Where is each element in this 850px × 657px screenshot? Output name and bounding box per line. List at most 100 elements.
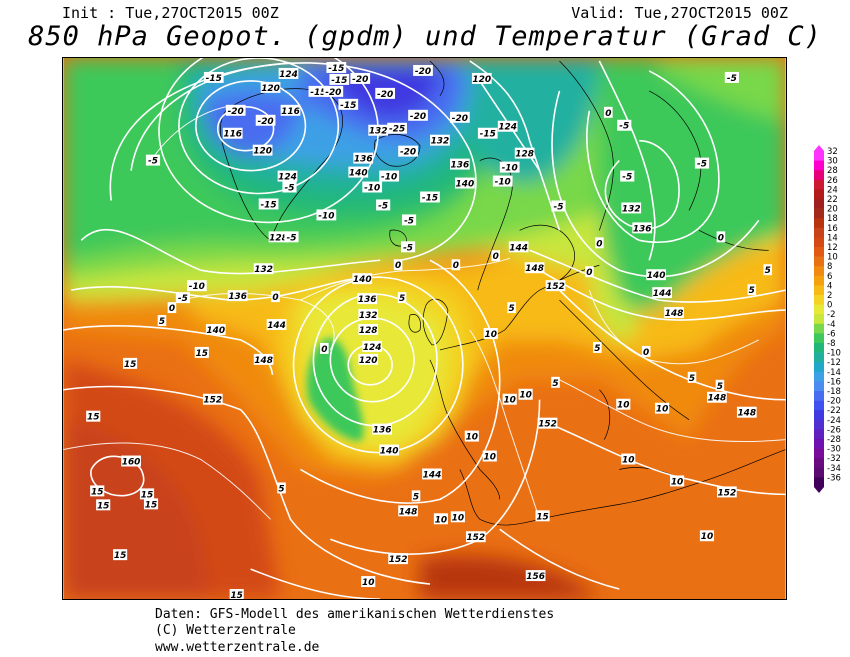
legend-value: -6 bbox=[827, 329, 835, 339]
legend-arrow-bottom bbox=[814, 487, 824, 493]
temperature-label-bg bbox=[595, 237, 604, 249]
legend-value: 14 bbox=[827, 233, 838, 243]
geopotential-label-bg bbox=[358, 309, 379, 321]
temperature-label-bg bbox=[393, 259, 403, 271]
geopotential-label: 140 bbox=[380, 447, 399, 457]
legend-swatch bbox=[814, 333, 824, 344]
legend-swatch bbox=[814, 160, 824, 171]
legend-swatch bbox=[814, 458, 824, 469]
temperature-label: -5 bbox=[285, 184, 295, 194]
legend-swatch bbox=[814, 343, 824, 353]
temperature-label-bg bbox=[687, 371, 697, 383]
legend-value: 28 bbox=[827, 166, 838, 176]
temperature-label-bg bbox=[641, 345, 651, 357]
legend-swatch bbox=[814, 467, 824, 478]
temperature-label: -10 bbox=[364, 184, 380, 194]
geopotential-label: 144 bbox=[267, 321, 286, 331]
temperature-label-bg bbox=[277, 482, 286, 494]
geopotential-label: 132 bbox=[622, 204, 641, 214]
legend-swatch bbox=[814, 295, 824, 305]
temperature-label-bg bbox=[90, 485, 105, 497]
temperature-label-bg bbox=[420, 191, 440, 203]
legend-value: -22 bbox=[827, 406, 841, 416]
temperature-label-bg bbox=[694, 157, 710, 169]
temperature-label: -20 bbox=[452, 114, 468, 124]
geopotential-label-bg bbox=[508, 241, 529, 253]
temperature-label-bg bbox=[194, 346, 209, 358]
geopotential-label-bg bbox=[422, 468, 442, 480]
geopotential-label-bg bbox=[398, 505, 418, 517]
legend-value: -36 bbox=[827, 473, 841, 483]
temperature-label: -25 bbox=[389, 125, 405, 135]
geopotential-label-bg bbox=[362, 340, 383, 352]
temperature-label-bg bbox=[620, 170, 635, 182]
temperature-isolines bbox=[63, 105, 786, 520]
temperature-label-bg bbox=[143, 498, 159, 510]
temperature-label-bg bbox=[113, 549, 128, 561]
legend-swatch bbox=[814, 448, 824, 459]
website-link[interactable]: www.wetterzentrale.de bbox=[155, 640, 320, 655]
geopotential-label: 128 bbox=[515, 150, 534, 160]
temperature-label: 5 bbox=[717, 382, 723, 392]
temperature-label-bg bbox=[203, 71, 224, 83]
temperature-label: 0 bbox=[453, 261, 459, 271]
geopotential-label-bg bbox=[524, 262, 545, 274]
temperature-label: -5 bbox=[404, 216, 414, 226]
legend-swatch bbox=[814, 419, 824, 430]
temperature-label-bg bbox=[464, 430, 479, 442]
temperature-label: 10 bbox=[671, 477, 683, 487]
geopotential-label: 140 bbox=[206, 326, 225, 336]
geopotential-label: 140 bbox=[353, 275, 372, 285]
temperature-label-bg bbox=[716, 231, 726, 243]
geopotential-label-bg bbox=[202, 393, 223, 405]
geopotential-label-bg bbox=[268, 231, 289, 243]
geopotential-label-bg bbox=[545, 280, 566, 292]
temperature-label-bg bbox=[616, 398, 631, 410]
temperature-labels: -15-15-15 -20-15-20-15-20-20-20-25-20-20-… bbox=[86, 61, 773, 599]
temperature-label-bg bbox=[593, 341, 602, 353]
geopotential-label-bg bbox=[358, 353, 379, 365]
legend-value: -2 bbox=[827, 310, 835, 320]
temperature-label: 5 bbox=[413, 492, 419, 502]
geopotential-label-bg bbox=[368, 124, 389, 136]
geopotential-label: 140 bbox=[647, 271, 666, 281]
geopotential-label: 144 bbox=[509, 243, 528, 253]
temperature-label-bg bbox=[763, 264, 773, 276]
legend-value: -18 bbox=[827, 387, 841, 397]
temperature-label: 0 bbox=[169, 304, 175, 314]
temperature-label-bg bbox=[175, 292, 190, 304]
legend-value: 26 bbox=[827, 176, 838, 186]
legend-swatch bbox=[814, 237, 824, 248]
geopotential-label: 120 bbox=[359, 356, 378, 366]
temperature-label-bg bbox=[96, 499, 111, 511]
temperature-label: 10 bbox=[452, 513, 464, 523]
geopotential-label: 152 bbox=[546, 282, 565, 292]
temperature-label: -5 bbox=[697, 160, 707, 170]
geopotential-label-bg bbox=[664, 307, 684, 319]
geopotential-label: 152 bbox=[203, 396, 222, 406]
temperature-label: 0 bbox=[605, 109, 611, 119]
temperature-label: -5 bbox=[554, 202, 564, 212]
temperature-label-bg bbox=[397, 292, 407, 304]
temperature-label-bg bbox=[617, 119, 632, 131]
temperature-label-bg bbox=[326, 61, 347, 73]
legend-value: -24 bbox=[827, 416, 841, 426]
legend-swatch bbox=[814, 247, 824, 257]
geopotential-label: 124 bbox=[498, 123, 517, 133]
temperature-label: -20 bbox=[325, 88, 341, 98]
geopotential-label: 120 bbox=[261, 84, 280, 94]
geopotential-label-bg bbox=[450, 158, 470, 170]
temperature-label: 15 bbox=[145, 500, 157, 510]
legend-value: 10 bbox=[827, 253, 838, 263]
legend-value: 12 bbox=[827, 243, 838, 253]
temperature-label-bg bbox=[535, 510, 550, 522]
geopotential-label: 148 bbox=[708, 394, 727, 404]
geopotential-label-bg bbox=[253, 263, 274, 275]
temperature-label-bg bbox=[362, 181, 383, 193]
temperature-label: -5 bbox=[619, 122, 629, 132]
geopotential-label: 128 bbox=[269, 233, 288, 243]
temperature-label-bg bbox=[350, 72, 371, 84]
temperature-label: 10 bbox=[617, 401, 629, 411]
temperature-label: 15 bbox=[87, 413, 99, 423]
temperature-label-bg bbox=[167, 302, 177, 314]
